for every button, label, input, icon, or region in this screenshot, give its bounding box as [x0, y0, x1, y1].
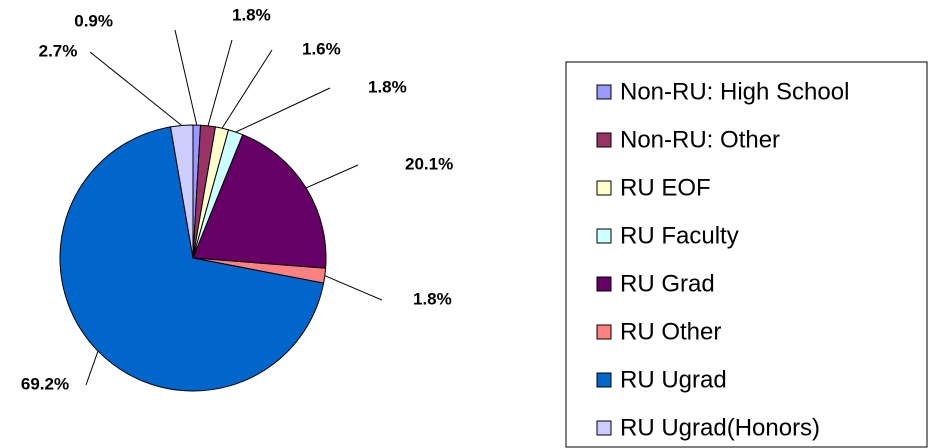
leader-line	[305, 164, 359, 189]
leader-line	[174, 29, 198, 126]
legend-label: Non-RU: High School	[620, 78, 849, 105]
data-label: 1.8%	[368, 77, 407, 96]
legend-label: RU Faculty	[620, 222, 739, 249]
leader-line	[89, 51, 183, 126]
legend-swatch	[596, 276, 612, 292]
leader-line	[235, 87, 331, 133]
legend-box	[565, 61, 928, 448]
legend-label: Non-RU: Other	[620, 126, 780, 153]
pie-slice	[192, 134, 327, 269]
leader-line	[324, 275, 383, 301]
legend-swatch	[596, 324, 612, 340]
legend-swatch	[596, 372, 612, 388]
legend-swatch	[596, 84, 612, 100]
leader-line	[85, 350, 99, 386]
legend-swatch	[596, 132, 612, 148]
legend-swatch	[596, 228, 612, 244]
data-label: 1.6%	[302, 39, 341, 58]
data-label: 69.2%	[21, 374, 69, 393]
legend-label: RU Grad	[620, 270, 715, 297]
leader-line	[221, 49, 273, 129]
pie-slice	[59, 126, 325, 392]
leader-line	[207, 39, 233, 126]
data-label: 20.1%	[405, 154, 453, 173]
legend-label: RU Other	[620, 318, 721, 345]
legend-label: RU Ugrad	[620, 366, 727, 393]
legend-label: RU EOF	[620, 174, 711, 201]
legend-swatch	[596, 420, 612, 436]
legend-label: RU Ugrad(Honors)	[620, 414, 820, 441]
data-label: 1.8%	[413, 289, 452, 308]
data-label: 0.9%	[74, 11, 113, 30]
data-label: 1.8%	[232, 5, 271, 24]
pie-slice	[169, 124, 194, 259]
data-label: 2.7%	[39, 41, 78, 60]
legend-swatch	[596, 180, 612, 196]
